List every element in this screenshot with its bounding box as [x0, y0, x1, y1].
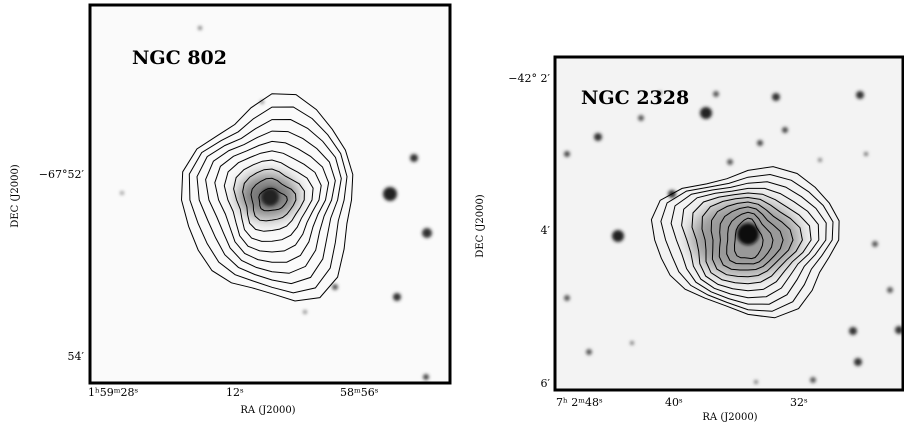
y-tick-label: −67°52′ — [39, 168, 85, 181]
star — [849, 327, 857, 335]
star — [410, 154, 418, 162]
x-tick-label: 12ˢ — [226, 386, 244, 399]
x-tick-label: 1ʰ59ᵐ28ˢ — [88, 386, 138, 399]
y-axis-label: DEC (J2000) — [475, 194, 486, 258]
panel-title: NGC 802 — [132, 47, 227, 69]
star — [854, 358, 862, 366]
star — [612, 230, 624, 242]
x-axis-label: RA (J2000) — [702, 412, 757, 423]
contour — [242, 168, 305, 232]
x-tick-label: 58ᵐ56ˢ — [340, 386, 379, 399]
contour — [250, 177, 297, 222]
star — [564, 295, 570, 301]
star — [303, 310, 307, 314]
contour — [214, 140, 330, 263]
image-panel — [555, 57, 904, 390]
star — [727, 159, 733, 165]
star — [810, 377, 816, 383]
contour — [670, 181, 827, 305]
contour — [681, 187, 820, 299]
contour — [701, 196, 803, 285]
star — [713, 91, 719, 97]
image-panel — [90, 5, 450, 383]
contour — [733, 217, 764, 260]
x-tick-label: 7ʰ 2ᵐ48ˢ — [556, 396, 603, 409]
contour — [223, 150, 322, 253]
contour — [233, 159, 314, 242]
frame — [88, 3, 452, 385]
y-tick-label: 54′ — [68, 350, 85, 363]
y-axis-label: DEC (J2000) — [10, 164, 21, 228]
panel-title: NGC 2328 — [581, 87, 689, 109]
star — [422, 228, 432, 238]
star — [120, 191, 124, 195]
star — [564, 151, 570, 157]
star — [198, 26, 202, 30]
contour — [718, 206, 784, 271]
star — [864, 152, 868, 156]
y-tick-label: 6′ — [541, 377, 551, 390]
y-tick-label: 4′ — [541, 224, 551, 237]
star — [818, 158, 822, 162]
star — [887, 287, 893, 293]
star — [383, 187, 397, 201]
contour — [691, 192, 812, 292]
star — [393, 293, 401, 301]
frame — [553, 55, 904, 392]
star — [757, 140, 763, 146]
star — [782, 127, 788, 133]
star — [872, 241, 878, 247]
contour — [196, 118, 342, 285]
star — [594, 133, 602, 141]
star — [700, 107, 712, 119]
contour — [650, 166, 840, 319]
x-axis-label: RA (J2000) — [240, 405, 295, 416]
star — [754, 380, 758, 384]
star — [658, 91, 662, 95]
star — [630, 341, 634, 345]
star — [895, 326, 903, 334]
star — [586, 349, 592, 355]
contour — [660, 173, 834, 312]
y-tick-label: −42° 2′ — [508, 72, 550, 85]
star — [332, 284, 338, 290]
contour — [205, 130, 336, 274]
contour — [258, 187, 288, 212]
star — [638, 115, 644, 121]
contour — [180, 93, 354, 302]
x-tick-label: 32ˢ — [790, 396, 808, 409]
contour — [710, 201, 794, 278]
star — [423, 374, 429, 380]
contour — [188, 106, 348, 294]
x-tick-label: 40ˢ — [665, 396, 683, 409]
star — [856, 91, 864, 99]
star — [772, 93, 780, 101]
contour — [726, 211, 774, 265]
